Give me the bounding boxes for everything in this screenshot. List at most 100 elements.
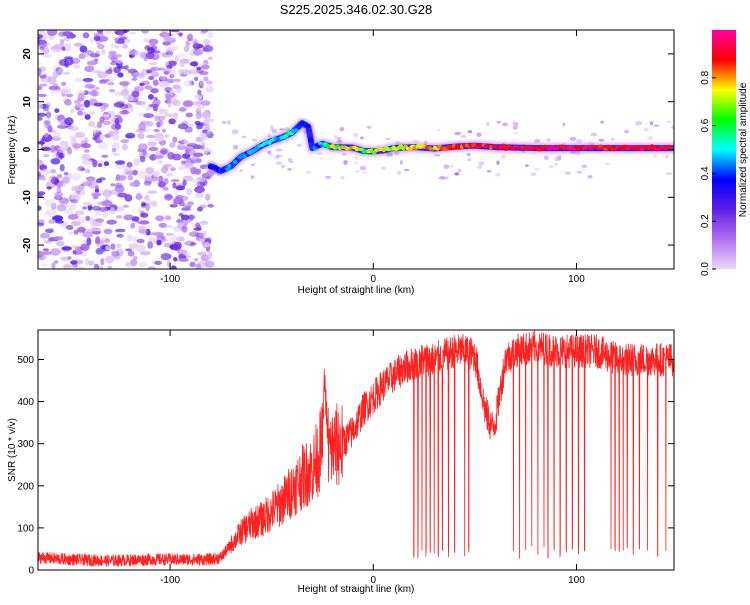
noise-blob [296, 143, 303, 147]
noise-blob [150, 67, 157, 72]
noise-blob [67, 256, 72, 260]
noise-blob [110, 183, 115, 187]
noise-blob [164, 54, 174, 58]
noise-blob [43, 120, 51, 125]
noise-blob [600, 120, 605, 124]
noise-blob [46, 124, 53, 131]
noise-blob [43, 154, 50, 158]
noise-blob [81, 153, 91, 161]
noise-blob [267, 150, 272, 155]
noise-blob [86, 178, 96, 183]
noise-blob [200, 100, 211, 106]
noise-blob [287, 168, 292, 171]
noise-blob [495, 173, 501, 177]
noise-blob [101, 48, 106, 56]
noise-blob [47, 237, 54, 242]
noise-blob [138, 261, 148, 268]
noise-blob [132, 255, 138, 261]
noise-blob [110, 243, 116, 250]
noise-blob [104, 238, 111, 244]
noise-blob [477, 164, 483, 170]
noise-blob [194, 120, 201, 125]
noise-blob [169, 74, 175, 79]
noise-blob [59, 140, 69, 147]
noise-blob [78, 53, 86, 60]
noise-blob [62, 31, 74, 37]
noise-blob [172, 182, 177, 189]
noise-blob [136, 238, 145, 244]
noise-blob [161, 236, 166, 240]
noise-blob [196, 66, 202, 71]
noise-blob [141, 201, 146, 207]
ridge-blob [293, 128, 299, 132]
noise-blob [61, 176, 70, 184]
x-tick-label: 0 [370, 274, 376, 285]
noise-blob [69, 126, 79, 131]
noise-blob [200, 64, 211, 70]
noise-blob [194, 258, 199, 262]
noise-blob [187, 214, 196, 220]
noise-blob [93, 102, 104, 107]
noise-blob [154, 115, 161, 122]
noise-blob [157, 67, 166, 71]
noise-blob [38, 222, 45, 227]
noise-blob [196, 251, 207, 256]
noise-blob [147, 241, 154, 249]
noise-blob [168, 142, 176, 148]
noise-blob [103, 64, 110, 71]
noise-blob [543, 155, 549, 161]
snr-line-path [38, 330, 674, 567]
noise-blob [74, 77, 84, 83]
noise-blob [93, 263, 100, 269]
noise-blob [466, 152, 471, 157]
noise-blob [512, 131, 520, 135]
noise-blob [115, 160, 126, 165]
noise-blob [199, 79, 205, 86]
noise-blob [116, 215, 123, 219]
noise-blob [115, 248, 124, 257]
noise-blob [97, 163, 103, 168]
noise-blob [199, 220, 209, 225]
noise-blob [81, 227, 86, 234]
noise-blob [51, 262, 56, 269]
noise-blob [100, 206, 107, 213]
noise-blob [82, 202, 93, 206]
noise-blob [232, 144, 239, 150]
noise-blob [624, 129, 630, 134]
noise-blob [94, 212, 102, 217]
noise-blob [101, 113, 110, 118]
noise-blob [204, 255, 213, 260]
noise-blob [44, 142, 51, 147]
noise-blob [110, 61, 117, 66]
noise-blob [154, 260, 162, 265]
noise-blob [172, 136, 178, 143]
noise-blob [129, 181, 140, 187]
noise-blob [162, 187, 169, 191]
noise-blob [273, 155, 279, 160]
ridge-blob [305, 124, 311, 129]
noise-blob [123, 214, 135, 221]
noise-blob [44, 210, 49, 216]
noise-blob [56, 174, 63, 179]
noise-blob [113, 66, 121, 74]
noise-blob [231, 129, 239, 135]
noise-blob [194, 232, 205, 238]
noise-blob [189, 261, 196, 268]
noise-blob [169, 235, 178, 243]
noise-blob [72, 250, 77, 255]
noise-blob [460, 134, 467, 138]
noise-blob [150, 88, 159, 94]
noise-blob [47, 76, 57, 84]
noise-blob [306, 170, 311, 174]
noise-blob [126, 161, 133, 168]
noise-blob [65, 93, 74, 98]
noise-blob [138, 170, 147, 179]
noise-blob [478, 161, 485, 166]
noise-blob [108, 189, 120, 195]
noise-blob [340, 175, 345, 180]
noise-blob [148, 61, 158, 66]
noise-blob [112, 152, 120, 157]
noise-blob [250, 175, 255, 179]
noise-blob [100, 104, 105, 113]
